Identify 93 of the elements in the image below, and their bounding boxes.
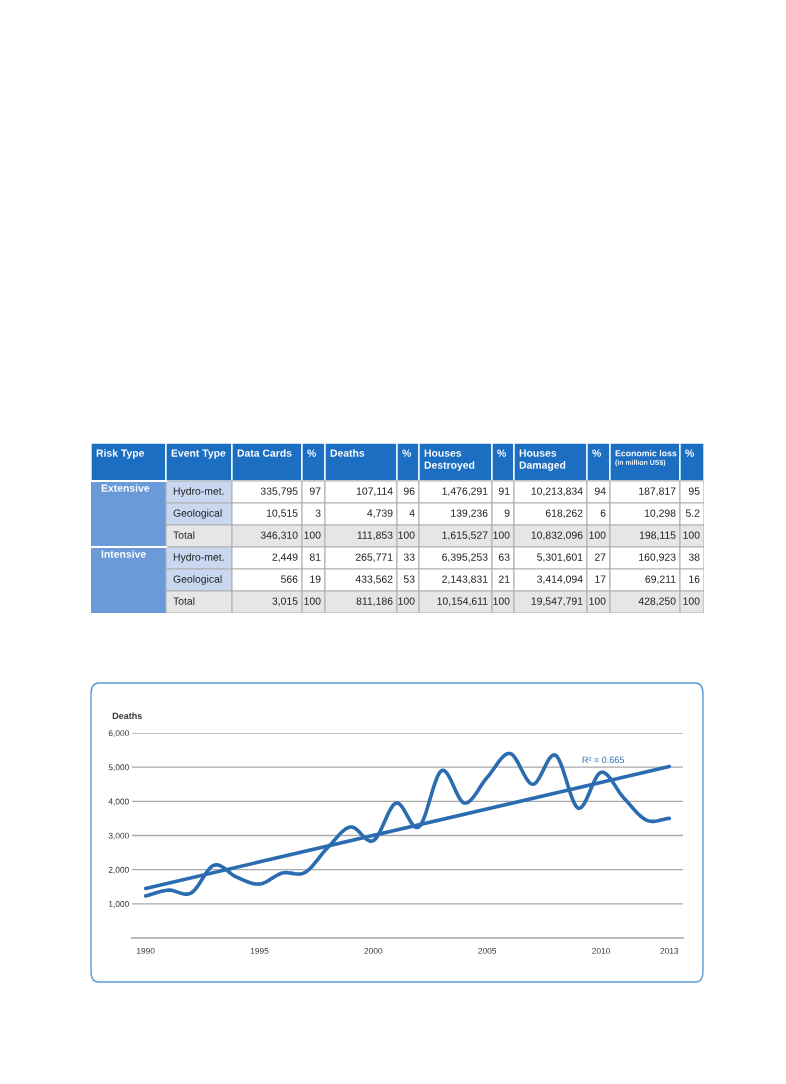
text: 53 (403, 575, 415, 583)
text: 198,115 (639, 531, 676, 541)
y-tick-label: 2,000 (108, 866, 129, 874)
text: 81 (309, 553, 321, 561)
text: Hydro-met. (173, 487, 224, 497)
x-tick-label: 2013 (660, 947, 679, 954)
text: 27 (594, 553, 606, 561)
text: 811,186 (356, 597, 393, 607)
text: 100 (304, 597, 321, 605)
text: 160,923 (639, 553, 676, 563)
category-label: Deaths (330, 449, 365, 457)
text: 1,476,291 (442, 487, 488, 497)
category-label: % (685, 449, 694, 457)
text: 5.2 (685, 509, 700, 517)
category-label: % (497, 449, 506, 457)
text: 9 (504, 509, 510, 517)
text: 6,395,253 (442, 553, 488, 563)
text: 2,449 (272, 553, 298, 563)
text: 100 (304, 531, 321, 539)
text: 95 (688, 487, 700, 495)
text: 346,310 (260, 531, 298, 541)
category-label: Data Cards (237, 449, 292, 457)
y-tick-label: 5,000 (108, 764, 129, 772)
x-tick-label: 2000 (364, 947, 383, 954)
text: 4,739 (367, 509, 393, 519)
text: 4 (409, 509, 415, 517)
y-axis-title: Deaths (112, 712, 142, 720)
x-tick-label: 2010 (592, 947, 610, 954)
text: 10,213,834 (531, 487, 583, 497)
text: 3,015 (272, 597, 298, 607)
text: 566 (281, 575, 298, 583)
text: Geological (173, 509, 222, 519)
text: 100 (589, 531, 606, 539)
category-label: Risk Type (96, 449, 145, 459)
category-label: Houses Destroyed (424, 449, 475, 471)
text: 38 (688, 553, 700, 561)
text: Geological (173, 575, 222, 585)
text: 6 (600, 509, 606, 517)
text: 16 (689, 575, 700, 583)
x-tick-label: 1990 (137, 947, 155, 954)
text: 91 (498, 487, 510, 495)
text: 107,114 (356, 487, 393, 497)
text: 100 (493, 597, 510, 605)
text: 97 (309, 487, 321, 495)
annotation: R² = 0.665 (582, 756, 624, 763)
text: 10,298 (644, 509, 676, 519)
text: 618,262 (545, 509, 583, 519)
text: 21 (498, 575, 510, 583)
text: Hydro-met. (173, 553, 224, 563)
x-tick-label: 1995 (250, 947, 269, 954)
text: 100 (398, 597, 415, 605)
y-tick-label: 4,000 (108, 798, 129, 806)
category-label: Houses Damaged (519, 449, 566, 471)
y-tick-label: 6,000 (108, 730, 129, 738)
text: 19,547,791 (531, 597, 583, 607)
text: 19 (310, 575, 321, 583)
text: 2,143,831 (442, 575, 488, 585)
x-tick-label: 2005 (478, 947, 497, 954)
text: 428,250 (638, 597, 676, 607)
text: 3,414,094 (537, 575, 583, 585)
text: 1,615,527 (442, 531, 488, 541)
text: 433,562 (355, 575, 393, 585)
text: 100 (683, 597, 700, 605)
text: 265,771 (355, 553, 393, 563)
text: 100 (398, 531, 415, 539)
text: 187,817 (639, 487, 676, 497)
text: 10,515 (266, 509, 298, 519)
text: 69,211 (645, 575, 676, 585)
text: 111,853 (357, 531, 393, 541)
text: 33 (403, 553, 415, 561)
text: 10,832,096 (531, 531, 583, 541)
text: 63 (498, 553, 510, 561)
text: 5,301,601 (537, 553, 583, 563)
category-label: % (402, 449, 411, 457)
text: 3 (315, 509, 321, 517)
text: 100 (683, 531, 700, 539)
text: 100 (589, 597, 606, 605)
y-tick-label: 1,000 (109, 901, 129, 908)
category-label: Event Type (171, 449, 226, 459)
category-label: % (592, 449, 601, 457)
category-label: % (307, 449, 316, 457)
text: 335,795 (260, 487, 298, 497)
text: 96 (403, 487, 415, 495)
text: 139,236 (451, 509, 488, 519)
text: 17 (595, 575, 606, 583)
text: 10,154,611 (437, 597, 488, 607)
y-tick-label: 3,000 (108, 832, 129, 840)
text: Extensive (101, 484, 150, 492)
text: Total (173, 597, 195, 605)
text: Total (173, 531, 195, 539)
text: 94 (594, 487, 606, 495)
text: Intensive (101, 550, 146, 558)
text: 100 (493, 531, 510, 539)
